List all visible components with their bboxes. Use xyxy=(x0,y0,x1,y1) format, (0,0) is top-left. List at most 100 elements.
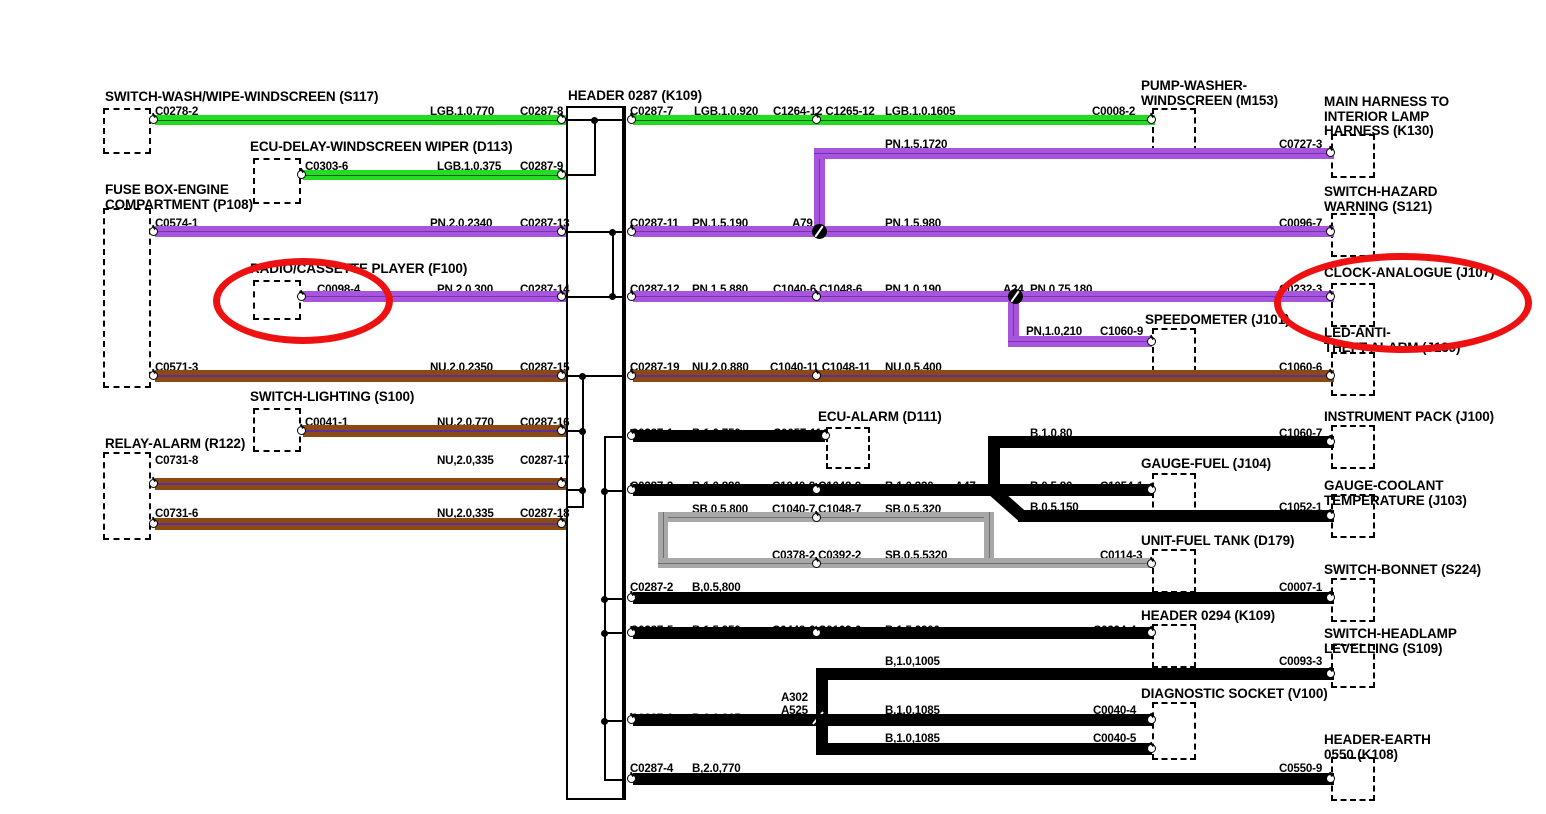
terminal-c0574-1[interactable] xyxy=(149,227,158,236)
connector-box-m153[interactable] xyxy=(1152,108,1196,152)
bus-dot-pn-bot xyxy=(609,293,616,300)
terminal-c0098-4[interactable] xyxy=(297,292,306,301)
terminal-c0731-8[interactable] xyxy=(149,479,158,488)
connector-box-k109b[interactable] xyxy=(1152,624,1196,668)
connector-box-p108[interactable] xyxy=(103,208,151,388)
splice-label-a302: A302 xyxy=(781,691,808,704)
connector-box-s121[interactable] xyxy=(1331,213,1375,257)
bus-dot-pn-top xyxy=(609,229,616,236)
terminal-c0287-9[interactable] xyxy=(557,170,566,179)
bus-seg-b-6 xyxy=(604,779,624,781)
terminal-c0096-7[interactable] xyxy=(1326,227,1335,236)
terminal-c0287-11[interactable] xyxy=(627,227,636,236)
pin-label-c0287-17: C0287-17 xyxy=(520,454,570,467)
terminal-c0731-6[interactable] xyxy=(149,519,158,528)
splice-point-a79[interactable] xyxy=(812,224,827,239)
terminal-c0727-3[interactable] xyxy=(1326,148,1335,157)
terminal-c1060-6[interactable] xyxy=(1326,371,1335,380)
bus-dot-nu-3 xyxy=(579,487,586,494)
splice-point-a24[interactable] xyxy=(1008,289,1023,304)
terminal-c0040-4[interactable] xyxy=(1147,715,1156,724)
terminal-c0278-2[interactable] xyxy=(149,115,158,124)
terminal-c1040-9-c1048-9[interactable] xyxy=(812,485,821,494)
terminal-c0448-6-c0162-6[interactable] xyxy=(812,628,821,637)
connector-box-j107[interactable] xyxy=(1331,283,1375,327)
component-title-diagnostic-socket: DIAGNOSTIC SOCKET (V100) xyxy=(1141,686,1328,701)
terminal-c0007-1[interactable] xyxy=(1326,593,1335,602)
terminal-c0287-2[interactable] xyxy=(627,593,636,602)
bus-seg-lgb-bot xyxy=(566,174,596,176)
connector-box-j139[interactable] xyxy=(1331,352,1375,396)
bus-seg-pn-bot xyxy=(566,296,624,298)
terminal-c0287-19[interactable] xyxy=(627,371,636,380)
bus-seg-nu-top xyxy=(566,375,624,377)
pin-label-c0287-4: C0287-4 xyxy=(630,762,674,775)
wire-b-a525-to-v100-pin5 xyxy=(816,743,1152,755)
terminal-c0287-14[interactable] xyxy=(557,292,566,301)
terminal-c0287-7[interactable] xyxy=(627,115,636,124)
terminal-c0287-12[interactable] xyxy=(627,292,636,301)
wire-label-pn-1720: PN,1.5,1720 xyxy=(885,138,948,151)
terminal-c0287-13[interactable] xyxy=(557,227,566,236)
connector-box-k108[interactable] xyxy=(1331,757,1375,801)
terminal-c0287-16[interactable] xyxy=(557,426,566,435)
terminal-c0008-2[interactable] xyxy=(1147,115,1156,124)
terminal-c1060-9[interactable] xyxy=(1147,337,1156,346)
terminal-c0287-5[interactable] xyxy=(627,628,636,637)
component-title-switch-bonnet: SWITCH-BONNET (S224) xyxy=(1324,562,1482,577)
terminal-c0057-11[interactable] xyxy=(821,431,830,440)
connector-box-j100[interactable] xyxy=(1331,425,1375,469)
terminal-c0114-3[interactable] xyxy=(1147,559,1156,568)
wire-b-header-to-k109b xyxy=(633,627,1152,639)
connector-box-j101[interactable] xyxy=(1152,328,1196,372)
terminal-c0232-3[interactable] xyxy=(1326,292,1335,301)
terminal-c0571-3[interactable] xyxy=(149,371,158,380)
connector-box-j103[interactable] xyxy=(1331,494,1375,538)
center-header-title: HEADER 0287 (K109) xyxy=(568,88,703,103)
component-title-speedometer: SPEEDOMETER (J101) xyxy=(1145,312,1290,327)
terminal-c0093-3[interactable] xyxy=(1326,669,1335,678)
connector-box-s100[interactable] xyxy=(253,408,301,452)
terminal-c0287-6[interactable] xyxy=(627,715,636,724)
connector-box-s224[interactable] xyxy=(1331,578,1375,622)
terminal-c0287-18[interactable] xyxy=(557,519,566,528)
terminal-c1040-6-c1048-6[interactable] xyxy=(812,292,821,301)
terminal-c0294-4[interactable] xyxy=(1147,628,1156,637)
pin-label-c0008-2: C0008-2 xyxy=(1092,105,1136,118)
terminal-c0378-2-c0392-2[interactable] xyxy=(812,559,821,568)
wire-nu-header-to-j139 xyxy=(633,370,1334,382)
terminal-c1054-1[interactable] xyxy=(1147,485,1156,494)
terminal-c1264-12-c1265-12[interactable] xyxy=(812,115,821,124)
component-title-led-anti-theft: LED-ANTI- THEFT ALARM (J139) xyxy=(1324,325,1461,355)
connector-box-d111[interactable] xyxy=(826,427,870,469)
terminal-c0287-1[interactable] xyxy=(627,431,636,440)
wire-pn-a24-to-speedo xyxy=(1008,336,1152,347)
terminal-c0041-1[interactable] xyxy=(297,426,306,435)
terminal-c0287-8[interactable] xyxy=(557,115,566,124)
connector-box-k130[interactable] xyxy=(1331,134,1375,178)
connector-box-f100[interactable] xyxy=(253,280,301,320)
connector-box-d113[interactable] xyxy=(253,158,301,204)
terminal-c0550-9[interactable] xyxy=(1326,774,1335,783)
wire-b-a47-riser xyxy=(988,436,1000,492)
connector-box-s117[interactable] xyxy=(103,108,151,154)
terminal-c0287-17[interactable] xyxy=(557,479,566,488)
connector-box-d179[interactable] xyxy=(1152,549,1196,593)
terminal-c0040-5[interactable] xyxy=(1147,744,1156,753)
terminal-c0287-3[interactable] xyxy=(627,485,636,494)
bus-seg-b-4 xyxy=(604,632,624,634)
terminal-c1040-11-c1048-11[interactable] xyxy=(812,371,821,380)
connector-box-v100[interactable] xyxy=(1152,702,1196,760)
bus-dot-nu-1 xyxy=(579,373,586,380)
terminal-c1060-7[interactable] xyxy=(1326,437,1335,446)
bus-seg-nu-drop xyxy=(582,375,584,507)
terminal-c1052-1[interactable] xyxy=(1326,511,1335,520)
pin-label-c0550-9: C0550-9 xyxy=(1279,762,1323,775)
terminal-c1040-7-c1048-7[interactable] xyxy=(812,513,821,522)
connector-box-s109[interactable] xyxy=(1331,644,1375,688)
connector-box-r122[interactable] xyxy=(103,452,151,540)
pin-label-c0303-6: C0303-6 xyxy=(305,160,349,173)
terminal-c0303-6[interactable] xyxy=(297,170,306,179)
terminal-c0287-4[interactable] xyxy=(627,774,636,783)
terminal-c0287-15[interactable] xyxy=(557,371,566,380)
